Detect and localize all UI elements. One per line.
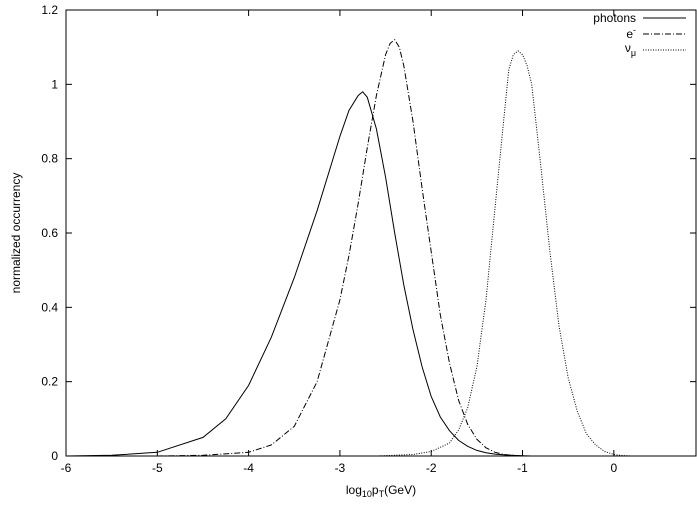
x-tick-label: 0 — [610, 461, 617, 475]
x-tick-label: -2 — [426, 461, 437, 475]
series-electron-line — [157, 38, 523, 457]
series-group — [65, 38, 633, 457]
x-tick-label: -4 — [243, 461, 254, 475]
y-tick-label: 1.2 — [41, 3, 58, 17]
axis-ticks: -6 -5 -4 -3 -2 -1 0 0 0.2 0.4 0.6 0.8 1 1.2 — [41, 3, 696, 475]
y-tick-label: 0.2 — [41, 375, 58, 389]
x-tick-label: -6 — [61, 461, 72, 475]
x-tick-label: -1 — [517, 461, 528, 475]
series-neutrino-line — [376, 50, 633, 457]
y-tick-label: 1 — [51, 77, 58, 91]
legend-label-neutrino: νμ — [625, 41, 636, 58]
x-axis-label: log10pT(GeV) — [346, 483, 416, 499]
x-tick-label: -3 — [335, 461, 346, 475]
y-tick-label: 0 — [51, 449, 58, 463]
legend: photons e- νμ — [593, 11, 686, 58]
legend-label-photons: photons — [593, 11, 636, 25]
y-tick-label: 0.4 — [41, 300, 58, 314]
legend-label-electron: e- — [626, 25, 636, 41]
y-axis-label: normalized occurrency — [9, 173, 23, 294]
series-photons-line — [65, 91, 532, 457]
y-tick-label: 0.6 — [41, 226, 58, 240]
y-tick-label: 0.8 — [41, 152, 58, 166]
x-tick-label: -5 — [152, 461, 163, 475]
